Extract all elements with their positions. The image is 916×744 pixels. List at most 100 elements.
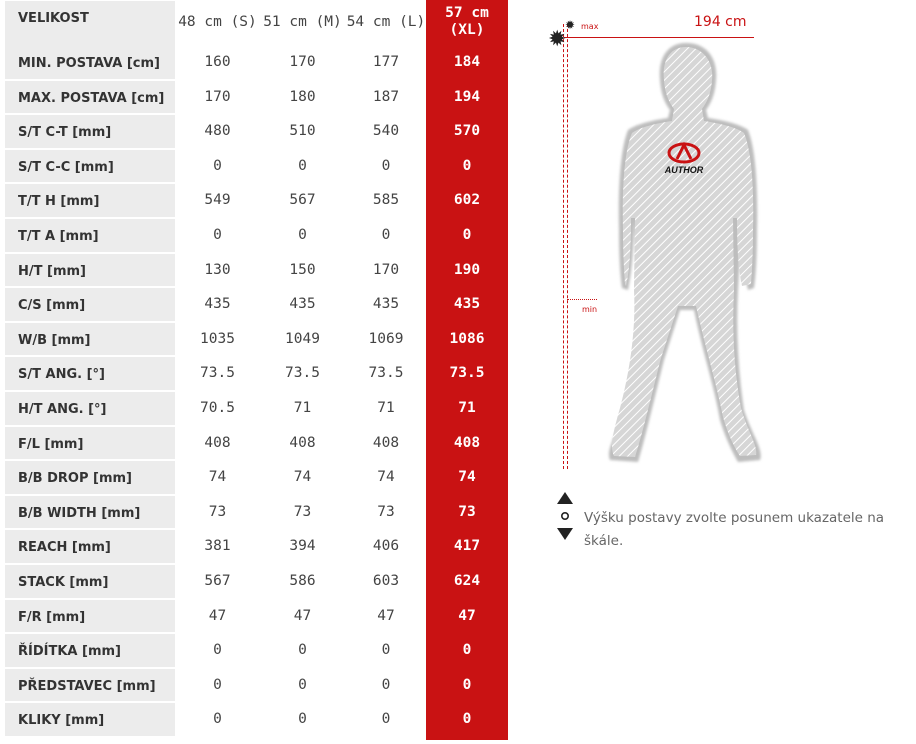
table-row: MAX. POSTAVA [cm] 170 180 187 194 — [5, 80, 509, 115]
row-value: 381 — [204, 538, 231, 555]
row-value: 0 — [213, 642, 222, 659]
row-value: 73.5 — [368, 365, 404, 382]
row-value: 0 — [213, 711, 222, 728]
table-row: B/B DROP [mm] 74 74 74 74 — [5, 460, 509, 495]
row-value: 0 — [298, 711, 307, 728]
row-label: C/S [mm] — [5, 288, 175, 321]
row-value-selected: 73.5 — [449, 365, 485, 382]
height-hint: Výšku postavy zvolte posunem ukazatele n… — [556, 492, 906, 552]
table-row: F/L [mm] 408 408 408 408 — [5, 426, 509, 461]
size-column-header[interactable]: 54 cm (L) — [346, 14, 426, 30]
row-label: MIN. POSTAVA [cm] — [5, 46, 175, 79]
row-label: S/T ANG. [°] — [5, 357, 175, 390]
table-row: STACK [mm] 567 586 603 624 — [5, 564, 509, 599]
table-row: W/B [mm] 1035 1049 1069 1086 — [5, 322, 509, 357]
row-value-selected: 602 — [453, 192, 481, 209]
row-value: 0 — [213, 226, 222, 243]
row-label: KLIKY [mm] — [5, 703, 175, 736]
table-row: C/S [mm] 435 435 435 435 — [5, 287, 509, 322]
row-value: 480 — [204, 123, 231, 140]
row-label: H/T [mm] — [5, 253, 175, 287]
row-label: W/B [mm] — [5, 322, 175, 356]
row-value: 47 — [293, 607, 312, 624]
row-value: 586 — [289, 572, 316, 589]
size-column-header[interactable]: 48 cm (S) — [178, 14, 257, 30]
row-value: 74 — [293, 469, 312, 486]
row-label: B/B DROP [mm] — [5, 461, 175, 494]
row-label: T/T A [mm] — [5, 218, 175, 252]
row-value-selected: 408 — [453, 434, 481, 451]
row-value: 408 — [372, 434, 400, 451]
row-value-selected: 194 — [453, 88, 481, 105]
table-row: T/T A [mm] 0 0 0 0 — [5, 218, 509, 253]
row-value: 74 — [377, 469, 395, 486]
row-value-selected: 0 — [462, 711, 472, 728]
row-value: 73 — [293, 503, 312, 520]
row-value: 0 — [381, 642, 391, 659]
row-value: 177 — [372, 54, 400, 70]
table-row: MIN. POSTAVA [cm] 160 170 177 184 — [5, 45, 509, 80]
row-label: REACH [mm] — [5, 530, 175, 563]
table-row: REACH [mm] 381 394 406 417 — [5, 529, 509, 564]
slider-handle-gear-icon[interactable]: ✹ — [548, 27, 567, 52]
row-value: 408 — [289, 434, 316, 451]
row-value: 170 — [289, 54, 316, 70]
table-row: ŘÍDÍTKA [mm] 0 0 0 0 — [5, 633, 509, 668]
table-body: MIN. POSTAVA [cm] 160 170 177 184 MAX. POSTAV… — [5, 45, 509, 737]
min-tick — [567, 299, 597, 300]
row-value: 0 — [298, 642, 307, 659]
row-value: 130 — [204, 261, 231, 278]
row-value: 73 — [377, 503, 395, 520]
row-value: 73.5 — [285, 365, 320, 382]
height-scale[interactable] — [563, 24, 568, 469]
row-value: 585 — [372, 192, 400, 209]
row-value-selected: 47 — [458, 607, 476, 624]
row-value-selected: 0 — [462, 676, 472, 693]
row-value-selected: 184 — [453, 54, 481, 70]
up-down-arrows-icon[interactable] — [556, 492, 574, 542]
row-value: 540 — [372, 123, 400, 140]
row-value-selected: 0 — [462, 226, 472, 243]
header-label: VELIKOST — [5, 1, 175, 46]
row-label: MAX. POSTAVA [cm] — [5, 80, 175, 114]
row-value: 1069 — [368, 330, 404, 347]
row-value: 74 — [208, 469, 227, 486]
row-label: ŘÍDÍTKA [mm] — [5, 634, 175, 667]
table-row: S/T C-C [mm] 0 0 0 0 — [5, 149, 509, 184]
hint-text: Výšku postavy zvolte posunem ukazatele n… — [584, 510, 885, 549]
row-value: 160 — [204, 54, 231, 70]
row-value: 435 — [289, 296, 316, 313]
row-value: 170 — [372, 261, 400, 278]
size-column-header-selected[interactable]: 57 cm (XL) — [445, 5, 489, 38]
person-silhouette: AUTHOR — [608, 43, 761, 462]
max-height-line — [564, 37, 754, 38]
table-row: PŘEDSTAVEC [mm] 0 0 0 0 — [5, 668, 509, 703]
row-value: 510 — [289, 123, 316, 140]
gear-icon[interactable]: ✹ — [565, 18, 576, 32]
row-value-selected: 0 — [462, 642, 472, 659]
row-value: 47 — [377, 607, 395, 624]
table-row: F/R [mm] 47 47 47 47 — [5, 599, 509, 634]
row-value: 187 — [372, 88, 400, 105]
row-value-selected: 417 — [453, 538, 481, 555]
row-value: 150 — [289, 261, 316, 278]
row-value: 71 — [293, 399, 312, 416]
author-logo: AUTHOR — [664, 141, 704, 175]
row-value: 435 — [204, 296, 231, 313]
row-value-selected: 624 — [453, 572, 481, 589]
row-label: H/T ANG. [°] — [5, 391, 175, 425]
logo-text: AUTHOR — [664, 165, 704, 175]
row-value: 0 — [298, 157, 307, 174]
size-column-header[interactable]: 51 cm (M) — [263, 14, 342, 30]
table-row: KLIKY [mm] 0 0 0 0 — [5, 702, 509, 737]
row-value-selected: 71 — [458, 399, 476, 416]
max-label: max — [581, 22, 599, 31]
row-value-selected: 1086 — [449, 330, 485, 347]
row-value: 170 — [204, 88, 231, 105]
row-label: PŘEDSTAVEC [mm] — [5, 668, 175, 702]
row-value-selected: 190 — [453, 261, 481, 278]
row-value: 603 — [372, 572, 400, 589]
row-value: 567 — [204, 572, 231, 589]
row-value-selected: 74 — [458, 469, 476, 486]
row-value: 0 — [381, 157, 391, 174]
